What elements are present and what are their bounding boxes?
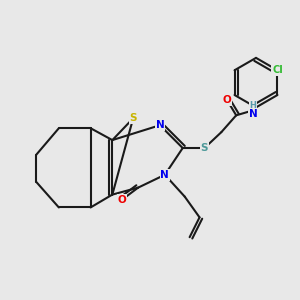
Text: S: S [129, 113, 137, 123]
Text: H: H [250, 101, 256, 110]
Text: N: N [155, 120, 164, 130]
Text: N: N [249, 109, 257, 119]
Text: Cl: Cl [272, 65, 283, 75]
Text: O: O [118, 194, 127, 205]
Text: O: O [223, 95, 232, 106]
Text: S: S [201, 143, 208, 153]
Text: N: N [160, 170, 169, 180]
